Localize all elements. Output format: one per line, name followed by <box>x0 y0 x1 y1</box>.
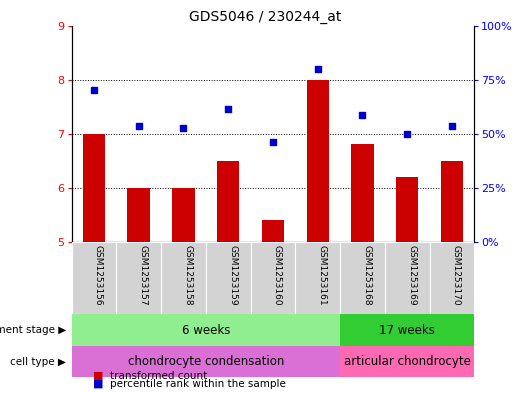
Point <box>448 122 456 129</box>
Text: GSM1253170: GSM1253170 <box>452 245 461 306</box>
Bar <box>430 242 474 314</box>
Text: 17 weeks: 17 weeks <box>379 323 435 337</box>
Bar <box>351 144 374 242</box>
Bar <box>295 242 340 314</box>
Text: GSM1253169: GSM1253169 <box>407 245 416 306</box>
Text: articular chondrocyte: articular chondrocyte <box>344 355 471 368</box>
Point <box>403 130 411 137</box>
Bar <box>262 220 284 242</box>
Text: 6 weeks: 6 weeks <box>182 323 230 337</box>
Text: GSM1253160: GSM1253160 <box>273 245 282 306</box>
Text: development stage ▶: development stage ▶ <box>0 325 66 335</box>
Bar <box>340 242 385 314</box>
Bar <box>385 242 430 314</box>
Text: GSM1253161: GSM1253161 <box>317 245 326 306</box>
Text: GSM1253158: GSM1253158 <box>183 245 192 306</box>
Bar <box>128 187 150 242</box>
Point <box>269 139 277 145</box>
Point <box>224 106 233 112</box>
Bar <box>72 242 116 314</box>
Bar <box>441 161 463 242</box>
Bar <box>396 177 418 242</box>
Bar <box>306 79 329 242</box>
Point <box>90 87 98 94</box>
Point <box>135 122 143 129</box>
Bar <box>172 187 195 242</box>
Bar <box>161 242 206 314</box>
Bar <box>72 346 340 377</box>
Point <box>313 66 322 72</box>
Bar <box>206 242 251 314</box>
Bar <box>340 314 474 346</box>
Bar <box>340 346 474 377</box>
Text: GSM1253168: GSM1253168 <box>363 245 372 306</box>
Text: percentile rank within the sample: percentile rank within the sample <box>110 379 286 389</box>
Bar <box>251 242 295 314</box>
Text: transformed count: transformed count <box>110 371 207 381</box>
Point <box>179 125 188 131</box>
Text: ■: ■ <box>93 379 103 389</box>
Text: GSM1253156: GSM1253156 <box>94 245 103 306</box>
Text: chondrocyte condensation: chondrocyte condensation <box>128 355 284 368</box>
Bar <box>72 314 340 346</box>
Bar <box>83 134 105 242</box>
Text: GSM1253157: GSM1253157 <box>139 245 148 306</box>
Text: cell type ▶: cell type ▶ <box>11 356 66 367</box>
Point <box>358 112 367 118</box>
Text: GSM1253159: GSM1253159 <box>228 245 237 306</box>
Bar <box>217 161 240 242</box>
Text: GDS5046 / 230244_at: GDS5046 / 230244_at <box>189 10 341 24</box>
Text: ■: ■ <box>93 371 103 381</box>
Bar <box>116 242 161 314</box>
